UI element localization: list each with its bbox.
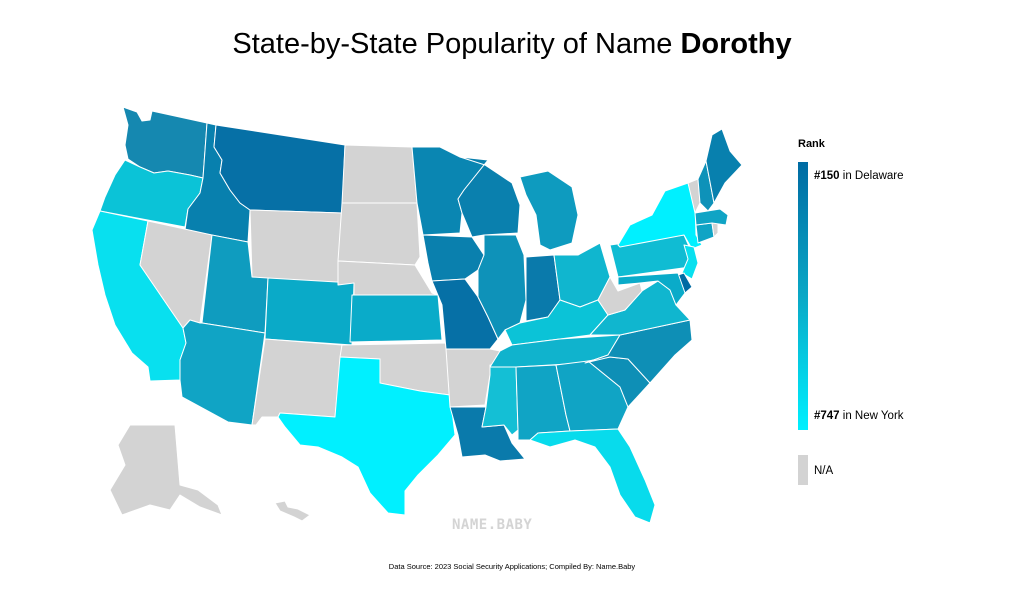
state-nc[interactable]	[584, 319, 693, 384]
state-sd[interactable]	[337, 202, 421, 266]
legend-top-state: in Delaware	[839, 170, 904, 182]
state-wv[interactable]	[597, 276, 643, 316]
legend-title: Rank	[798, 138, 825, 150]
title-prefix: State-by-State Popularity of Name	[232, 28, 681, 60]
state-nh[interactable]	[697, 160, 715, 212]
legend-bottom-rank: #747	[814, 410, 840, 422]
name-baby-watermark-logo: NAME.BABY	[452, 517, 533, 533]
legend-na-label: N/A	[814, 465, 834, 477]
state-az[interactable]	[179, 319, 266, 426]
legend-na-swatch	[798, 455, 808, 485]
state-ks[interactable]	[349, 294, 443, 343]
legend-top-rank: #150	[814, 170, 840, 182]
legend-bottom-label: #747 in New York	[814, 410, 904, 422]
state-md[interactable]	[617, 272, 686, 306]
state-ny[interactable]	[617, 182, 703, 250]
data-source-note: Data Source: 2023 Social Security Applic…	[388, 562, 636, 571]
title-name: Dorothy	[680, 28, 792, 60]
state-ct[interactable]	[695, 222, 715, 244]
state-ma[interactable]	[694, 208, 729, 226]
legend-gradient-bar	[798, 162, 808, 430]
state-fl[interactable]	[529, 428, 656, 524]
state-me[interactable]	[705, 128, 743, 204]
state-nj[interactable]	[681, 244, 699, 280]
state-hi[interactable]	[274, 500, 311, 522]
state-mi[interactable]	[519, 170, 579, 251]
us-choropleth-map	[91, 106, 743, 524]
state-nm[interactable]	[251, 338, 343, 426]
state-il[interactable]	[477, 234, 527, 340]
legend-top-label: #150 in Delaware	[814, 170, 904, 182]
state-ia[interactable]	[422, 234, 485, 282]
legend-bottom-state: in New York	[839, 410, 904, 422]
page-title: State-by-State Popularity of Name Doroth…	[0, 28, 1024, 61]
state-nd[interactable]	[341, 144, 418, 204]
state-wy[interactable]	[249, 209, 343, 286]
state-tx[interactable]	[277, 356, 456, 516]
state-ak[interactable]	[109, 424, 223, 516]
legend: Rank #150 in Delaware #747 in New York N…	[798, 138, 1018, 485]
state-co[interactable]	[264, 277, 355, 346]
